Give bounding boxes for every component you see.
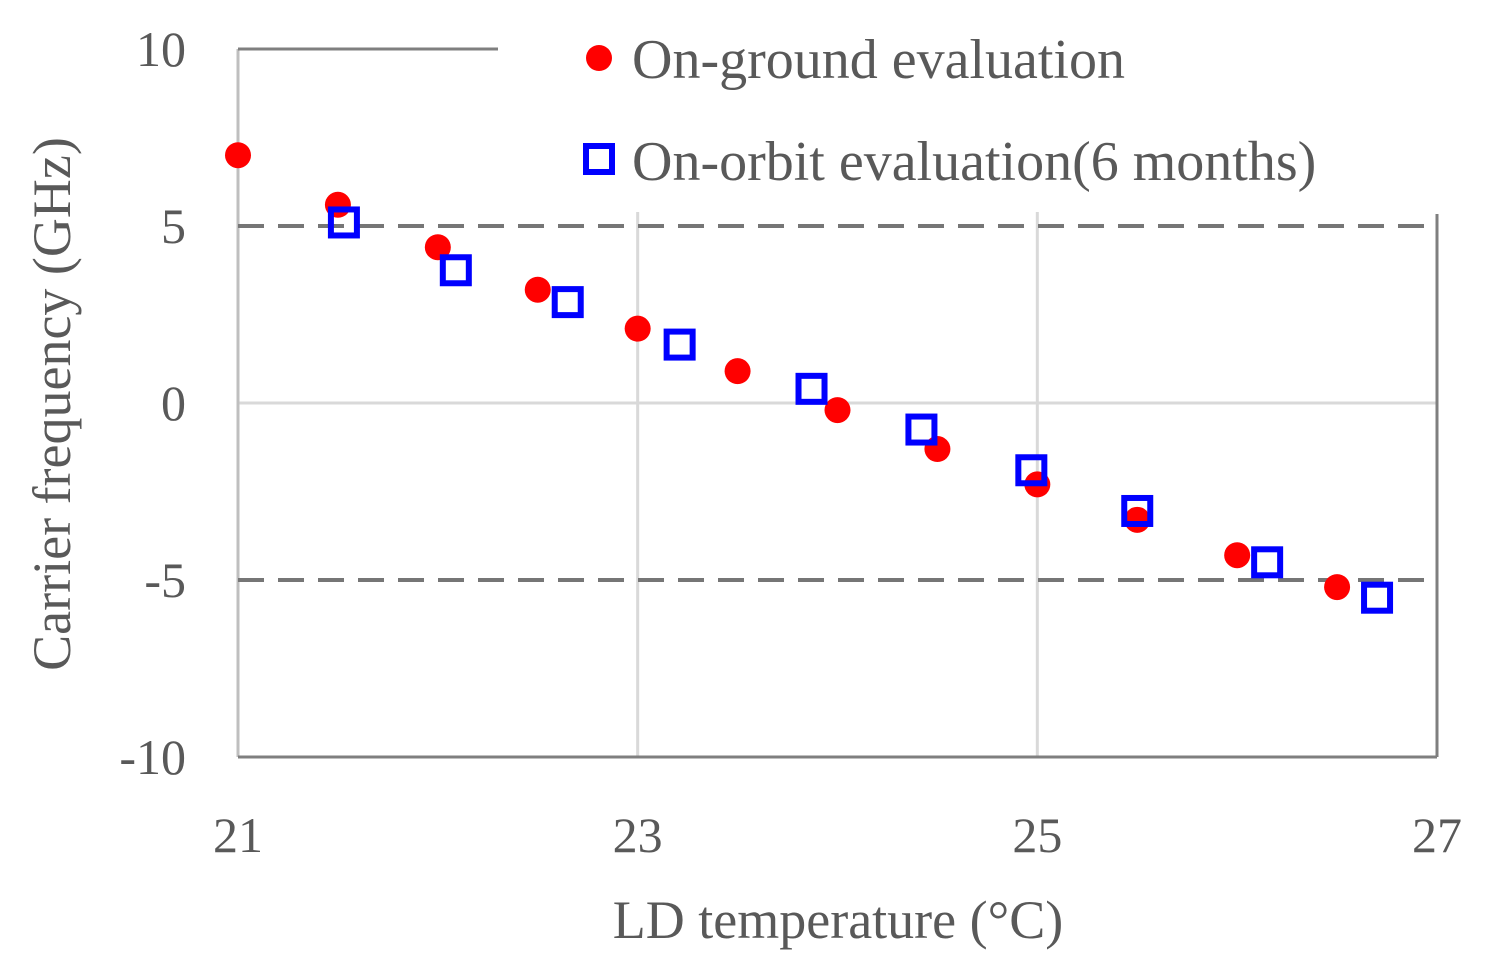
legend-marker-on-ground — [586, 45, 612, 71]
on-orbit-point — [439, 254, 472, 287]
on-orbit-point — [1251, 546, 1284, 579]
x-axis-title: LD temperature (°C) — [613, 890, 1063, 950]
y-tick-label: -5 — [144, 552, 186, 608]
on-orbit-point — [327, 206, 360, 239]
on-ground-point — [624, 315, 651, 342]
on-orbit-point — [905, 413, 938, 446]
y-tick-label: 0 — [161, 375, 186, 431]
legend-label-on-ground: On-ground evaluation — [632, 29, 1125, 91]
on-ground-point — [1224, 542, 1251, 569]
on-orbit-point — [795, 372, 828, 405]
on-orbit-point — [1015, 454, 1048, 487]
x-tick-label: 27 — [1412, 807, 1462, 863]
on-orbit-point — [551, 286, 584, 319]
on-ground-point — [1124, 506, 1151, 533]
on-ground-point — [225, 142, 251, 169]
legend-marker-on-orbit — [583, 143, 615, 175]
on-ground-point — [724, 358, 751, 385]
on-ground-point — [1324, 574, 1351, 601]
legend-backdrop — [560, 12, 1440, 212]
on-ground-point — [424, 234, 451, 261]
on-orbit-point — [1361, 581, 1394, 614]
x-tick-label: 23 — [613, 807, 663, 863]
legend: On-ground evaluation On-orbit evaluation… — [238, 12, 1440, 212]
y-tick-label: 5 — [161, 198, 186, 254]
legend-label-on-orbit: On-orbit evaluation(6 months) — [632, 131, 1316, 193]
data-marks-layer — [225, 142, 1394, 614]
y-tick-label: -10 — [119, 729, 186, 785]
tick-labels-layer: 21 23 25 27 10 5 0 -5 -10 — [119, 21, 1462, 863]
on-orbit-point — [1121, 494, 1154, 527]
y-tick-label: 10 — [136, 21, 186, 77]
x-tick-label: 25 — [1012, 807, 1062, 863]
on-orbit-point — [663, 328, 696, 361]
y-axis-title: Carrier frequency (GHz) — [22, 137, 82, 671]
on-ground-point — [824, 397, 851, 424]
x-tick-label: 21 — [213, 807, 263, 863]
on-ground-point — [524, 276, 551, 303]
